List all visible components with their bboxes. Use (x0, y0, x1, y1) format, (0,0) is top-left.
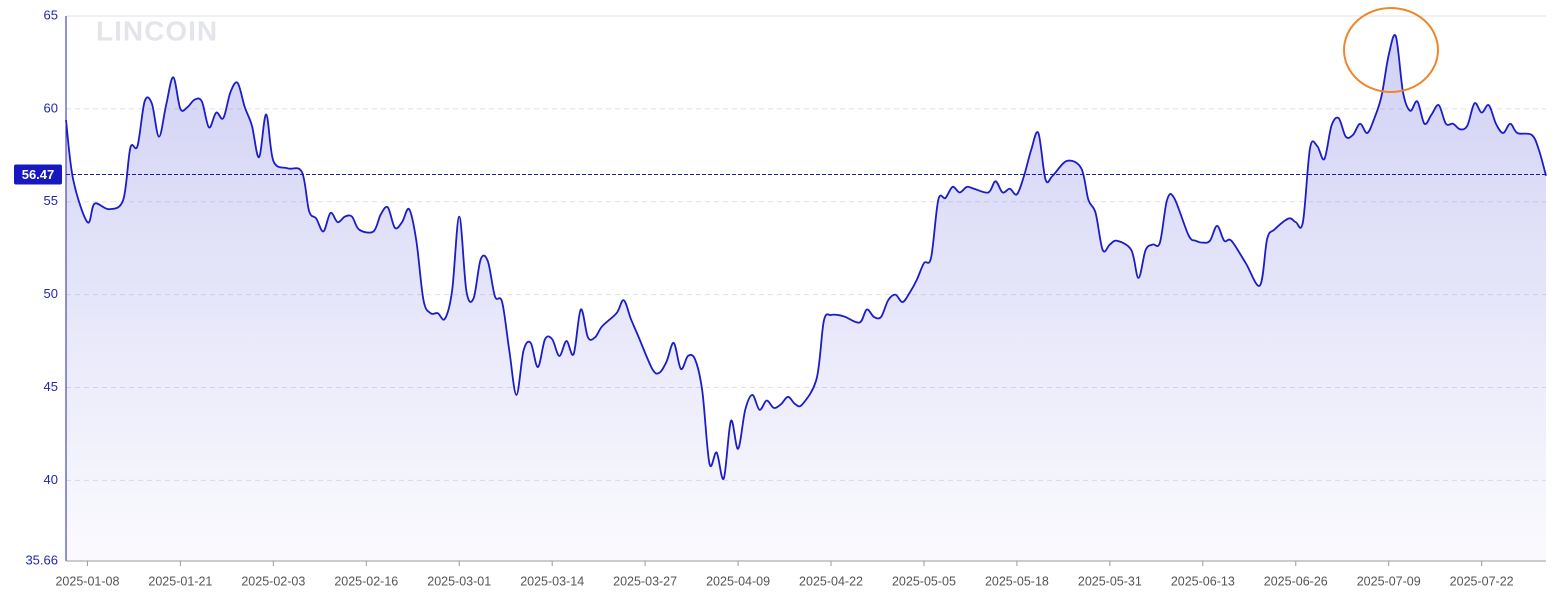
x-tick-label: 2025-03-27 (613, 574, 677, 588)
x-tick-label: 2025-05-31 (1078, 574, 1142, 588)
x-tick-label: 2025-02-03 (241, 574, 305, 588)
x-tick-label: 2025-05-18 (985, 574, 1049, 588)
x-tick-label: 2025-06-13 (1171, 574, 1235, 588)
x-tick-label: 2025-03-14 (520, 574, 584, 588)
area-fill (66, 34, 1546, 561)
reference-label: 56.47 (22, 167, 55, 182)
x-tick-label: 2025-07-09 (1357, 574, 1421, 588)
y-tick-label: 45 (44, 379, 58, 394)
line (65, 34, 1547, 480)
y-tick-label: 35.66 (25, 552, 58, 567)
y-tick-label: 60 (44, 100, 58, 115)
x-tick-label: 2025-05-05 (892, 574, 956, 588)
y-tick-label: 40 (44, 472, 58, 487)
x-tick-label: 2025-07-22 (1450, 574, 1514, 588)
y-tick-label: 50 (44, 286, 58, 301)
reference-label-box (14, 164, 62, 185)
x-tick-label: 2025-01-08 (55, 574, 119, 588)
x-tick-label: 2025-06-26 (1264, 574, 1328, 588)
y-tick-label: 55 (44, 193, 58, 208)
x-tick-label: 2025-02-16 (334, 574, 398, 588)
y-tick-label: 65 (44, 7, 58, 22)
watermark: LINCOIN (96, 15, 218, 46)
x-tick-label: 2025-03-01 (427, 574, 491, 588)
x-tick-label: 2025-04-22 (799, 574, 863, 588)
x-tick-label: 2025-04-09 (706, 574, 770, 588)
highlight-circle (1343, 7, 1439, 93)
x-tick-label: 2025-01-21 (148, 574, 212, 588)
